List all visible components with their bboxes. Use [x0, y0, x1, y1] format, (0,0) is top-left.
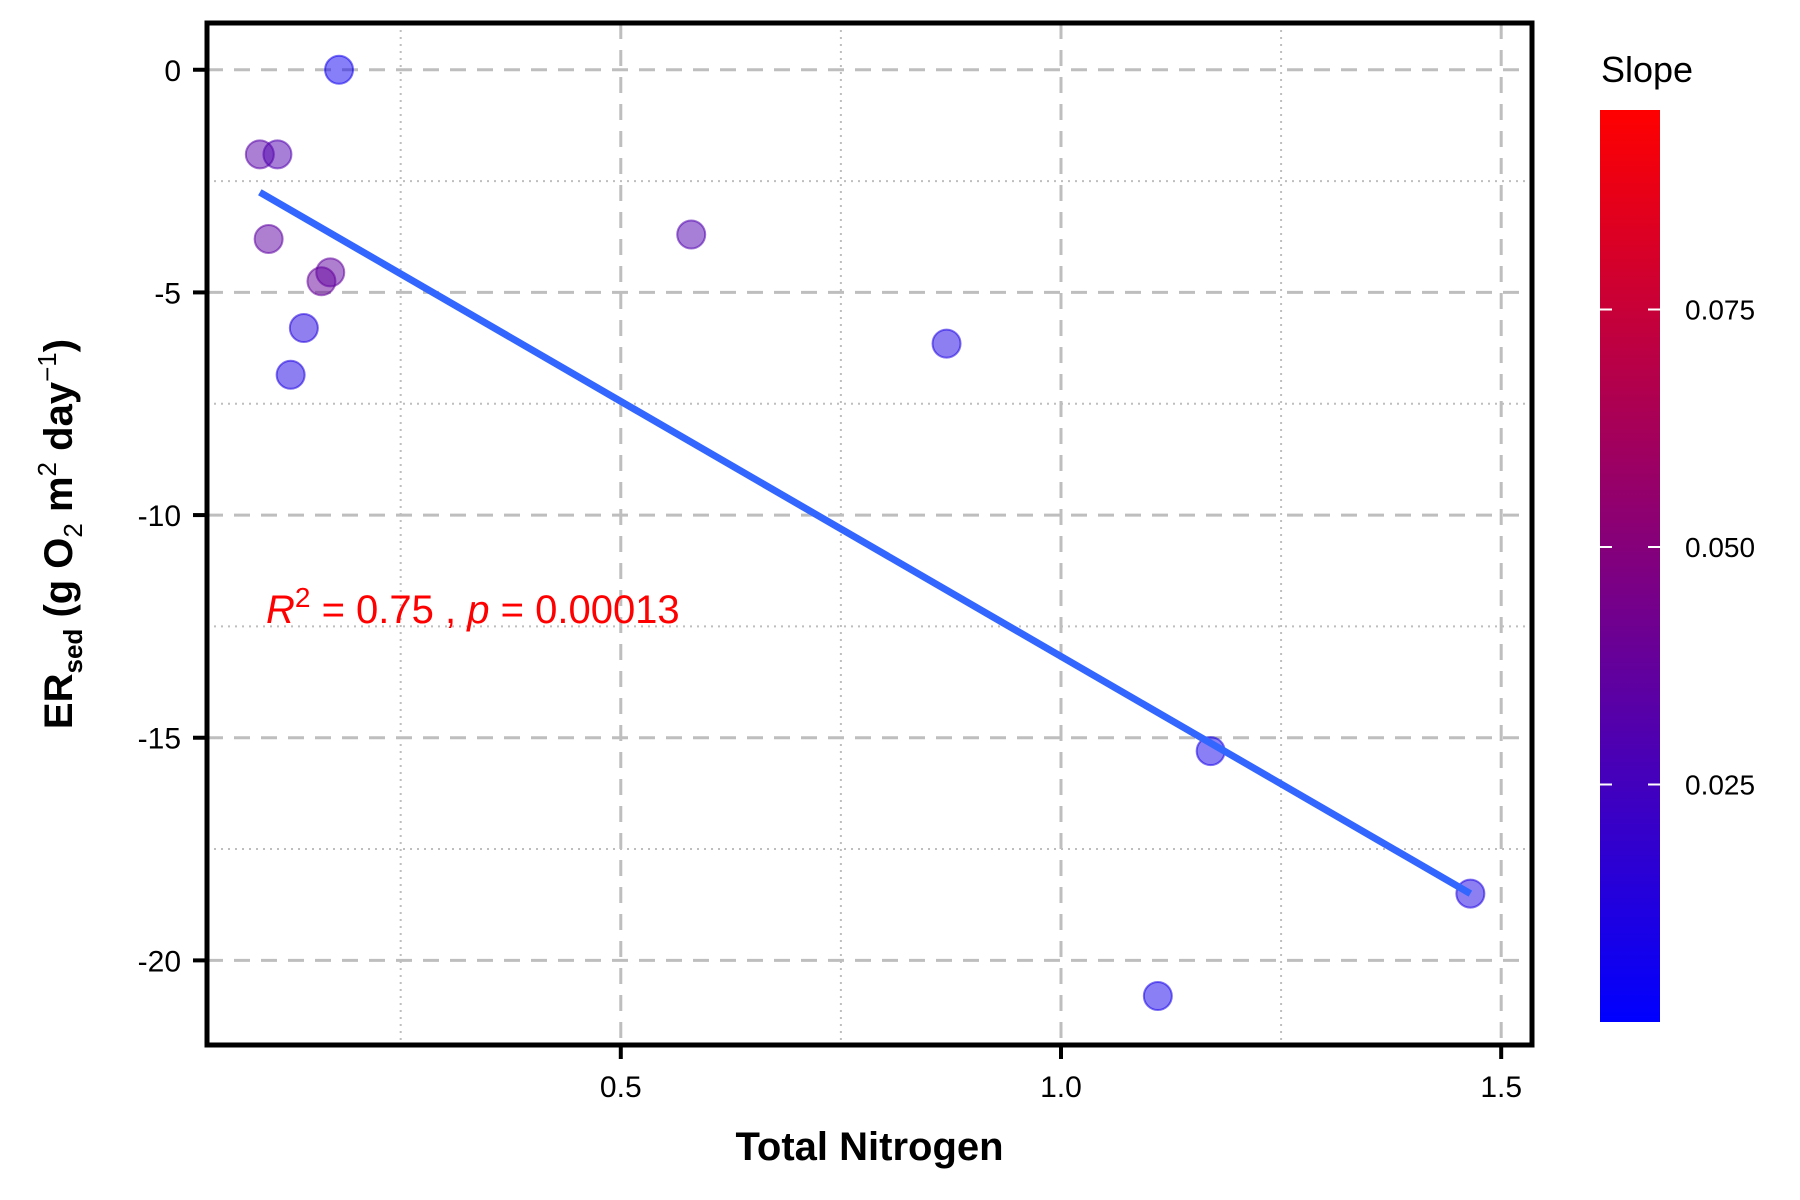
y-title-sub: sed	[58, 629, 88, 674]
y-tick-label: -10	[138, 500, 181, 533]
data-point	[676, 219, 707, 250]
data-point	[315, 257, 346, 288]
colorbar-tick-label: 0.075	[1685, 295, 1755, 326]
colorbar-tick-label: 0.050	[1685, 532, 1755, 563]
y-axis-ticks: 0 -5 -10 -15 -20	[138, 55, 207, 978]
annot-eq2: = 0.00013	[490, 588, 680, 632]
data-point	[324, 54, 355, 85]
svg-text:ERsed (g O2 m2 day−1): ERsed (g O2 m2 day−1)	[32, 339, 88, 729]
y-tick-label: -20	[138, 945, 181, 978]
colorbar-tick-label: 0.025	[1685, 770, 1755, 801]
annot-p: p	[466, 588, 489, 632]
data-point	[931, 328, 962, 359]
data-point	[1142, 981, 1173, 1012]
y-title-day-sup: −1	[32, 352, 62, 382]
y-tick-label: -5	[154, 277, 181, 310]
regression-line	[258, 189, 1473, 897]
data-points	[244, 54, 1486, 1012]
y-title-unit-day: day	[37, 381, 81, 462]
y-title-main: ER	[37, 673, 81, 729]
x-tick-label: 1.5	[1480, 1071, 1522, 1104]
colorbar-title: Slope	[1601, 49, 1693, 90]
y-title-unit-close: )	[37, 339, 81, 352]
x-tick-label: 1.0	[1040, 1071, 1082, 1104]
major-grid	[207, 23, 1532, 1045]
fit-statistics-annotation: R2 = 0.75 , p = 0.00013	[266, 582, 680, 632]
data-point	[262, 139, 293, 170]
x-axis-ticks: 0.5 1.0 1.5	[600, 1045, 1522, 1104]
minor-grid	[207, 23, 1532, 1045]
y-tick-label: -15	[138, 723, 181, 756]
y-title-unit-open: (g O	[37, 538, 81, 629]
x-tick-label: 0.5	[600, 1071, 642, 1104]
data-point	[288, 313, 319, 344]
annot-eq1: = 0.75 ,	[310, 588, 467, 632]
colorbar-ticks: 0.025 0.050 0.075	[1600, 295, 1755, 801]
x-axis-title: Total Nitrogen	[735, 1125, 1003, 1169]
y-tick-label: 0	[164, 55, 181, 88]
regression-line-group	[258, 189, 1473, 897]
data-point	[275, 359, 306, 390]
annot-r-sup: 2	[295, 582, 311, 613]
y-title-o2-sub: 2	[58, 523, 88, 537]
y-title-m-sup: 2	[32, 462, 62, 476]
colorbar-legend: Slope 0.025 0.050 0.075	[1600, 49, 1755, 1022]
annot-r: R	[266, 588, 295, 632]
data-point	[253, 223, 284, 254]
y-title-unit-mid: m	[37, 476, 81, 523]
plot-panel-border	[204, 20, 1535, 1048]
y-axis-title: ERsed (g O2 m2 day−1)	[32, 339, 88, 729]
colorbar-gradient	[1600, 110, 1660, 1022]
